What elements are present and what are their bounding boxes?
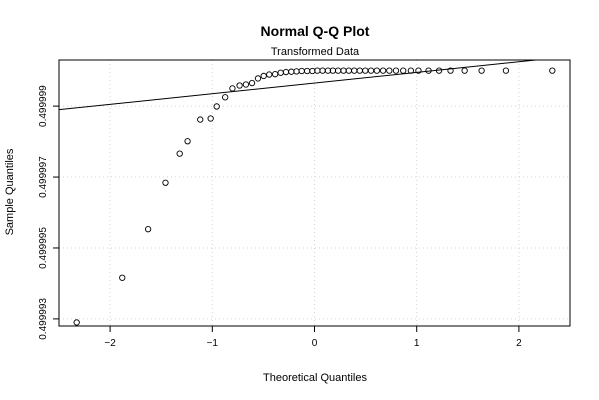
data-point xyxy=(334,67,342,74)
data-point xyxy=(400,67,407,74)
data-point xyxy=(213,103,220,110)
chart-title: Normal Q-Q Plot xyxy=(261,23,370,39)
x-axis: −2 −1 0 1 2 xyxy=(104,325,522,349)
data-point xyxy=(386,67,393,74)
data-point xyxy=(242,81,250,88)
y-axis: 0.499993 0.499995 0.499997 0.499999 xyxy=(38,85,60,340)
data-point xyxy=(373,67,380,74)
data-point xyxy=(229,85,236,92)
data-point xyxy=(260,72,267,80)
data-point xyxy=(119,274,126,281)
data-point xyxy=(236,82,243,89)
data-point xyxy=(73,319,80,326)
x-tick-label: 1 xyxy=(414,338,420,349)
data-point xyxy=(340,67,347,74)
x-tick-label: 2 xyxy=(516,338,522,349)
data-point xyxy=(461,67,468,74)
data-point xyxy=(176,150,183,157)
x-tick-label: 0 xyxy=(312,338,318,349)
data-point xyxy=(425,67,432,74)
data-point xyxy=(549,67,556,74)
data-point xyxy=(144,226,152,233)
data-point xyxy=(407,67,415,74)
data-point xyxy=(272,71,279,78)
data-point xyxy=(293,68,300,75)
reference-line-layer xyxy=(59,60,541,111)
data-point xyxy=(392,67,400,74)
data-point xyxy=(447,67,454,74)
data-point xyxy=(162,179,169,186)
data-point xyxy=(319,67,326,74)
x-tick-label: −2 xyxy=(104,338,116,349)
data-point xyxy=(266,71,273,78)
y-tick-label: 0.499993 xyxy=(38,298,49,340)
data-point xyxy=(303,67,311,75)
data-point xyxy=(502,67,510,74)
data-point xyxy=(351,67,358,74)
y-axis-label: Sample Quantiles xyxy=(4,148,16,235)
data-point xyxy=(197,116,204,123)
data-point xyxy=(415,67,422,74)
data-point xyxy=(248,79,256,87)
y-tick-label: 0.499997 xyxy=(38,156,49,198)
data-point xyxy=(362,67,369,74)
data-point xyxy=(288,68,295,75)
data-point xyxy=(324,67,332,74)
data-point xyxy=(356,67,363,74)
data-point xyxy=(222,94,229,101)
data-point xyxy=(435,67,443,74)
data-points xyxy=(73,67,556,326)
y-tick-label: 0.499995 xyxy=(38,227,49,269)
data-point xyxy=(207,115,214,122)
data-point xyxy=(478,67,485,74)
data-point xyxy=(184,138,191,145)
reference-line xyxy=(59,60,541,111)
data-point xyxy=(298,67,305,75)
x-axis-label: Theoretical Quantiles xyxy=(263,372,367,384)
data-point xyxy=(345,67,352,74)
x-tick-label: −1 xyxy=(207,338,219,349)
y-tick-label: 0.499999 xyxy=(38,85,49,127)
gridlines xyxy=(59,60,570,326)
data-point xyxy=(379,67,387,74)
data-point xyxy=(277,69,284,76)
data-point xyxy=(367,67,375,74)
chart-subtitle: Transformed Data xyxy=(271,46,360,58)
data-point xyxy=(254,75,262,82)
data-point xyxy=(282,68,290,76)
